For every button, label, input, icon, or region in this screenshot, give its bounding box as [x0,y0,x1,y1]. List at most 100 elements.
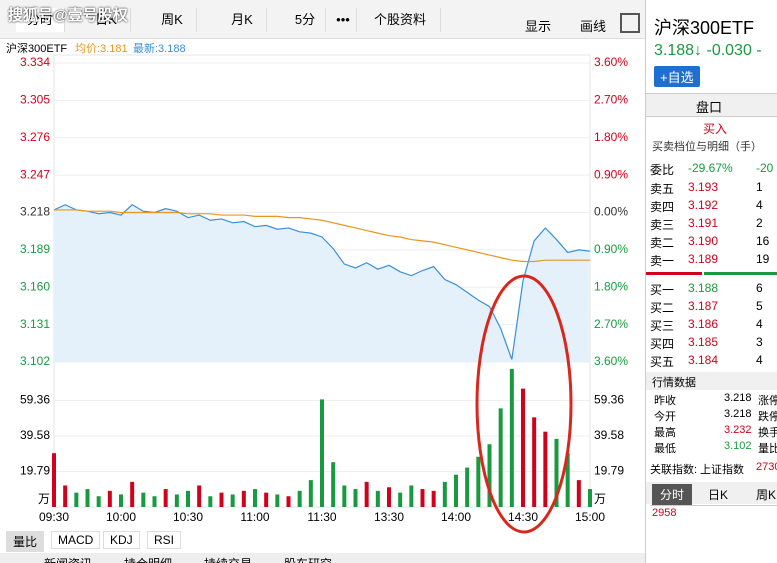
bottom-tab[interactable]: 新闻资讯 [44,555,92,563]
y-tick-label: 3.160 [20,279,50,293]
volume-bar [63,485,68,507]
volume-bar [85,489,90,507]
link[interactable]: 上证指数 [700,464,744,476]
label: 最高 [654,427,676,439]
tab[interactable]: 盘口 [696,100,723,115]
stock-name: 沪深300ETF [654,18,755,38]
label: 跌停 [758,411,777,423]
tab[interactable]: 日K [708,488,729,502]
tab[interactable]: 周K [756,488,777,502]
cell: 买五 [650,355,675,369]
volume-bar [576,480,581,507]
cell: 买四 [650,337,675,351]
pct-tick-label: 0.90% [594,167,628,181]
volume-bar [409,485,414,507]
info-name: 沪深300ETF [6,43,68,55]
v-tick-label: 19.79 [20,464,50,478]
volume-bar [509,368,514,507]
tab[interactable]: 日K [82,8,131,32]
volume-bar [543,431,548,507]
cell: 3 [756,335,763,349]
volume-bar [308,480,313,507]
x-tick-label: 11:00 [240,510,269,524]
indicator-tab[interactable]: KDJ [103,531,140,549]
pct-tick-label: 0.00% [594,205,628,219]
volume-bar [174,494,179,507]
indicator-tab[interactable]: RSI [147,531,182,549]
pct-tick-label: 0.90% [594,242,628,256]
y-tick-label: 3.218 [20,205,50,219]
tab[interactable]: 个股资料 [360,8,441,32]
bottom-tab[interactable]: 持续交易 [204,555,252,563]
value: 2730 [756,461,777,473]
pct-tick-label: 2.70% [594,93,628,107]
indicator-tab[interactable]: MACD [51,531,101,549]
cell: 3.192 [688,198,719,212]
cell: 卖二 [650,236,675,250]
cell: 6 [756,281,763,295]
cell: 3.191 [688,216,719,230]
cell: 卖三 [650,218,675,232]
cell: 卖四 [650,200,675,214]
tab[interactable]: 月K [218,8,267,32]
bottom-tab[interactable]: 持仓明细 [124,555,172,563]
avg-line [54,209,590,263]
tab[interactable]: 显示 [525,19,552,34]
cell: 3.184 [688,353,719,367]
volume-bar [163,489,168,507]
volume-bar [241,490,246,507]
tab[interactable]: 5分 [285,8,326,32]
v-tick-label: 19.79 [594,464,624,478]
buy-tab[interactable]: 买入 [703,122,728,136]
add-button[interactable]: +自选 [654,66,700,87]
mini-value: 2958 [652,507,677,519]
volume-bar [275,494,280,507]
v-unit: 万 [38,492,50,506]
tab[interactable]: 分时 [16,8,65,32]
x-tick-label: 11:30 [307,510,336,524]
volume-bar [264,492,269,507]
pct-tick-label: 3.60% [594,354,628,368]
section-title: 行情数据 [652,377,696,389]
volume-bar [454,474,458,507]
volume-bar [219,492,224,507]
volume-bar [96,496,101,507]
x-tick-label: 13:30 [374,510,404,524]
value: 3.232 [724,424,752,436]
volume-bar [554,438,559,507]
price-area [54,204,590,362]
volume-bar [353,489,358,507]
tab[interactable]: 分时 [652,484,693,505]
x-tick-label: 15:00 [575,510,605,524]
x-tick-label: 14:30 [508,510,538,524]
tab[interactable]: 画线 [580,19,607,34]
bottom-tab[interactable]: 股东研究 [284,555,332,563]
pct-tick-label: 1.80% [594,279,628,293]
v-tick-label: 59.36 [594,393,624,407]
volume-bar [107,490,112,507]
x-tick-label: 14:00 [441,510,471,524]
cell: 16 [756,234,770,248]
v-tick-label: 39.58 [594,428,624,442]
y-tick-label: 3.276 [20,130,50,144]
info-last: 最新:3.188 [133,43,186,55]
volume-bar [431,490,436,507]
tab[interactable]: ••• [330,8,357,32]
icon[interactable] [620,13,640,33]
x-tick-label: 09:30 [39,510,69,524]
volume-bar [130,481,135,507]
cell: -20 [756,161,774,175]
cell: 3.185 [688,335,719,349]
volume-bar [141,492,146,507]
y-tick-label: 3.305 [20,93,50,107]
info-avg: 均价:3.181 [75,43,128,55]
y-tick-label: 3.102 [20,354,50,368]
tab[interactable]: 周K [148,8,197,32]
y-tick-label: 3.247 [20,167,50,181]
volume-bar [465,467,470,507]
value: 3.218 [724,408,752,420]
volume-bar [398,492,403,507]
indicator-tab[interactable]: 量比 [6,531,45,552]
label: 关联指数: [650,464,698,476]
cell: 2 [756,216,763,230]
